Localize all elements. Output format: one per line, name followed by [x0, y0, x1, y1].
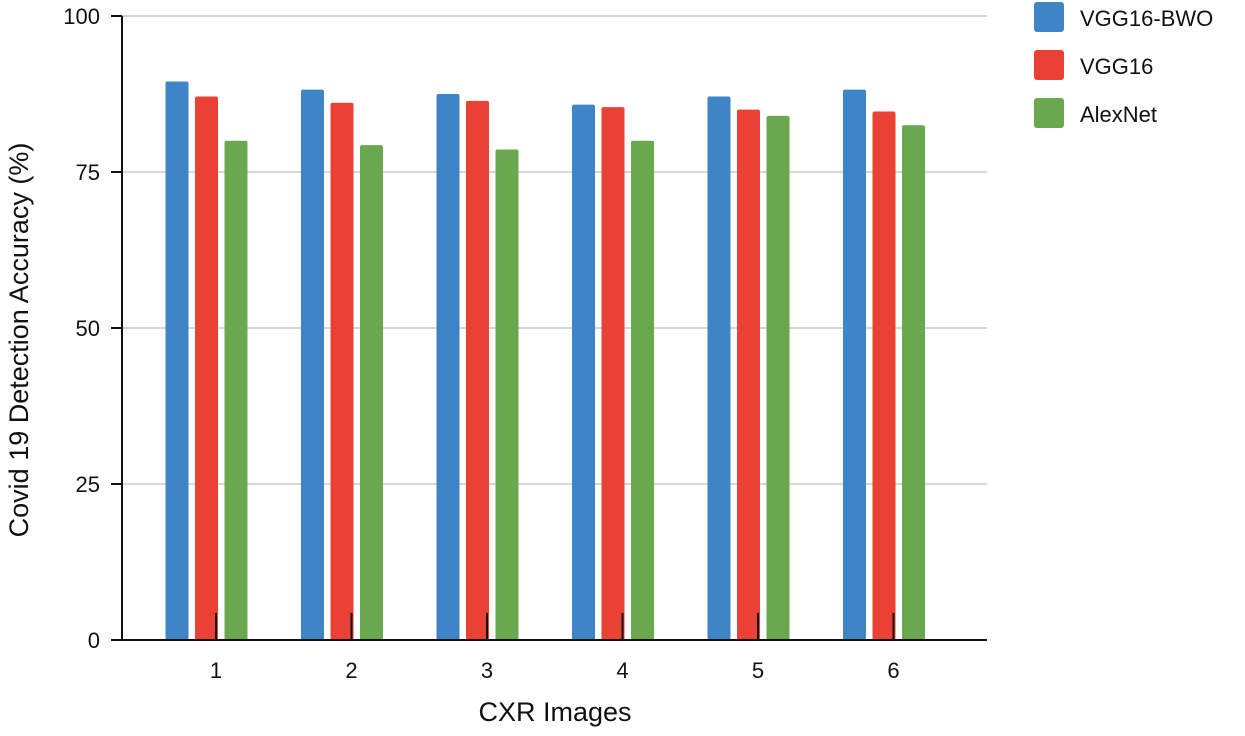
y-tick-label: 75 [76, 160, 100, 185]
bar-vgg16-bwo-3 [436, 94, 460, 640]
bar-vgg16-2 [330, 102, 354, 640]
gridlines [122, 15, 987, 485]
bar-vgg16-4 [601, 107, 625, 640]
legend-swatch [1034, 98, 1064, 128]
x-tick-labels: 1 2 3 4 5 6 [210, 613, 900, 683]
legend-label: VGG16-BWO [1080, 6, 1213, 31]
y-tick-label: 0 [88, 628, 100, 653]
bar-alexnet-2 [360, 145, 383, 640]
legend-swatch [1034, 50, 1064, 80]
bar-vgg16-bwo-6 [843, 89, 866, 640]
x-tick-label: 4 [616, 658, 628, 683]
y-axis-title: Covid 19 Detection Accuracy (%) [4, 143, 34, 538]
y-tick-label: 100 [63, 4, 100, 29]
x-tick-label: 5 [752, 658, 764, 683]
x-tick-label: 2 [345, 658, 357, 683]
bar-alexnet-5 [766, 115, 790, 641]
legend-swatch [1034, 2, 1064, 32]
bar-vgg16-6 [872, 111, 896, 641]
bar-alexnet-1 [224, 140, 248, 641]
y-tick-labels: 0 25 50 75 100 [63, 4, 122, 653]
legend-label: VGG16 [1080, 54, 1153, 79]
x-axis-title: CXR Images [478, 697, 631, 727]
x-tick-label: 6 [887, 658, 899, 683]
legend-label: AlexNet [1080, 102, 1157, 127]
bar-alexnet-3 [495, 149, 519, 640]
bar-vgg16-bwo-1 [165, 81, 189, 640]
x-tick-label: 1 [210, 658, 222, 683]
bars [165, 81, 925, 641]
bar-vgg16-bwo-2 [301, 89, 324, 640]
bar-vgg16-bwo-4 [572, 104, 595, 640]
legend: VGG16-BWO VGG16 AlexNet [1034, 2, 1213, 128]
y-tick-label: 25 [76, 472, 100, 497]
y-tick-label: 50 [76, 316, 100, 341]
bar-vgg16-3 [466, 100, 489, 640]
bar-alexnet-6 [902, 125, 925, 640]
bar-vgg16-1 [195, 96, 218, 641]
x-tick-label: 3 [481, 658, 493, 683]
bar-alexnet-4 [631, 140, 654, 641]
bar-vgg16-5 [737, 109, 760, 641]
bar-vgg16-bwo-5 [707, 96, 731, 641]
